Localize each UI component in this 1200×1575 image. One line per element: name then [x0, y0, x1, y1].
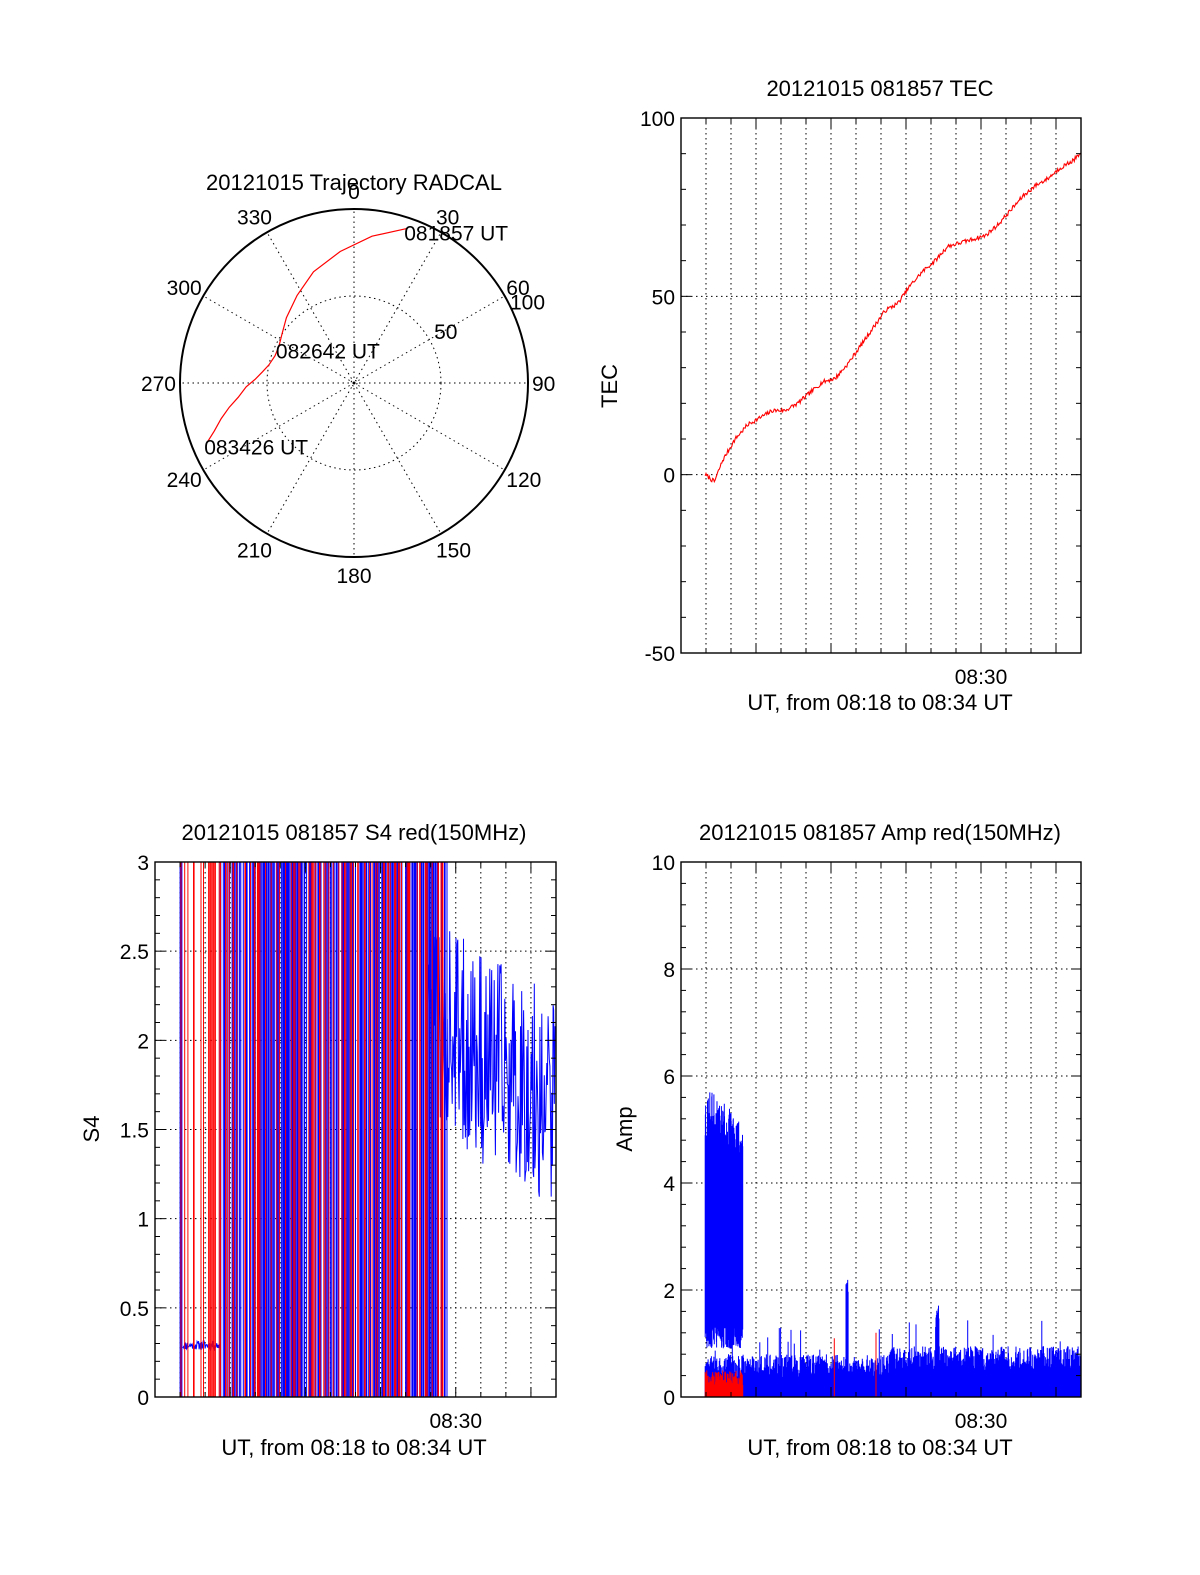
polar-angle-label: 330: [237, 207, 272, 230]
trajectory-annotation: 082642 UT: [276, 340, 380, 363]
x-tick-label: 08:30: [429, 1410, 482, 1433]
polar-radial-label: 100: [510, 291, 545, 314]
polar-angle-label: 300: [167, 277, 202, 300]
y-tick-label: 8: [663, 959, 675, 982]
trajectory-line: [206, 227, 408, 443]
amp-xlabel: UT, from 08:18 to 08:34 UT: [747, 1435, 1012, 1460]
tec-ylabel: TEC: [597, 364, 622, 408]
y-tick-label: 0: [663, 1387, 675, 1410]
polar-spoke: [353, 382, 442, 534]
polar-angle-label: 60: [506, 277, 529, 300]
trajectory-annotations: 081857 UT 082642 UT 083426 UT: [204, 222, 508, 459]
s4-panel: 20121015 081857 S4 red(150MHz) 0 0.5 1 1.5 2…: [79, 820, 557, 1460]
polar-spoke: [266, 382, 355, 534]
polar-angle-label: 120: [506, 469, 541, 492]
y-tick-label: 0: [663, 465, 675, 488]
amp-blue-line: [704, 1092, 1081, 1397]
tec-axes: -50 0 50 100 08:30: [640, 108, 1082, 689]
y-tick-label: 1: [137, 1209, 149, 1232]
x-tick-label: 08:30: [955, 1410, 1008, 1433]
polar-angle-label: 0: [348, 181, 360, 204]
polar-grid: [179, 208, 529, 558]
polar-spoke: [353, 232, 442, 384]
tec-panel: 20121015 081857 TEC -50 0 50 100 08:30 UT, f…: [597, 76, 1082, 715]
y-tick-label: 100: [640, 108, 675, 131]
y-tick-label: -50: [645, 643, 675, 666]
tec-series: [704, 152, 1082, 484]
polar-spoke: [203, 382, 355, 471]
y-tick-label: 4: [663, 1173, 675, 1196]
polar-angle-label: 30: [436, 207, 459, 230]
y-tick-label: 50: [652, 286, 675, 309]
polar-spoke: [266, 232, 355, 384]
y-tick-label: 2.5: [120, 941, 149, 964]
polar-radial-label: 50: [434, 321, 457, 344]
polar-angle-label: 240: [167, 469, 202, 492]
tec-xlabel: UT, from 08:18 to 08:34 UT: [747, 690, 1012, 715]
amp-panel: 20121015 081857 Amp red(150MHz) 02468100…: [612, 820, 1082, 1460]
s4-ylabel: S4: [79, 1116, 104, 1143]
y-tick-label: 3: [137, 852, 149, 875]
tec-line: [704, 152, 1082, 484]
y-tick-label: 0.5: [120, 1298, 149, 1321]
polar-spoke: [353, 295, 505, 384]
polar-spoke: [203, 295, 355, 384]
s4-xlabel: UT, from 08:18 to 08:34 UT: [221, 1435, 486, 1460]
y-tick-label: 1.5: [120, 1120, 149, 1143]
polar-angle-label: 90: [532, 373, 555, 396]
s4-title: 20121015 081857 S4 red(150MHz): [182, 820, 527, 845]
y-tick-label: 0: [137, 1387, 149, 1410]
amp-series: [704, 1092, 1081, 1397]
tec-title: 20121015 081857 TEC: [766, 76, 993, 101]
polar-angle-label: 150: [436, 539, 471, 562]
amp-axes: 0 2 4 6 8 10 08:30: [652, 852, 1082, 1433]
s4-series: [179, 862, 556, 1397]
amp-red-line: [704, 1332, 877, 1397]
y-tick-label: 6: [663, 1066, 675, 1089]
amp-title: 20121015 081857 Amp red(150MHz): [699, 820, 1061, 845]
polar-center: [350, 379, 358, 387]
x-tick-label: 08:30: [955, 666, 1008, 689]
trajectory-title: 20121015 Trajectory RADCAL: [206, 170, 502, 195]
y-tick-label: 10: [652, 852, 675, 875]
y-tick-label: 2: [137, 1030, 149, 1053]
s4-red-line: [180, 862, 444, 1397]
polar-spoke: [353, 382, 505, 471]
polar-ring: [266, 295, 442, 471]
amp-ylabel: Amp: [612, 1106, 637, 1151]
trajectory-annotation: 083426 UT: [204, 436, 308, 459]
y-tick-label: 2: [663, 1280, 675, 1303]
trajectory-panel: 20121015 Trajectory RADCAL 0 30 60 90 120 150…: [141, 170, 555, 588]
polar-outer-ring: [179, 208, 529, 558]
s4-axes: 0 0.5 1 1.5 2 2.5 3 08:30: [120, 852, 557, 1433]
polar-angle-labels: 0 30 60 90 120 150 180 210 240 270 300 330: [141, 181, 555, 588]
trajectory-annotation: 081857 UT: [404, 222, 508, 245]
polar-angle-label: 180: [336, 565, 371, 588]
polar-angle-label: 210: [237, 539, 272, 562]
polar-radial-labels: 50 100: [434, 291, 545, 344]
polar-angle-label: 270: [141, 373, 176, 396]
trajectory-series: [206, 227, 408, 443]
